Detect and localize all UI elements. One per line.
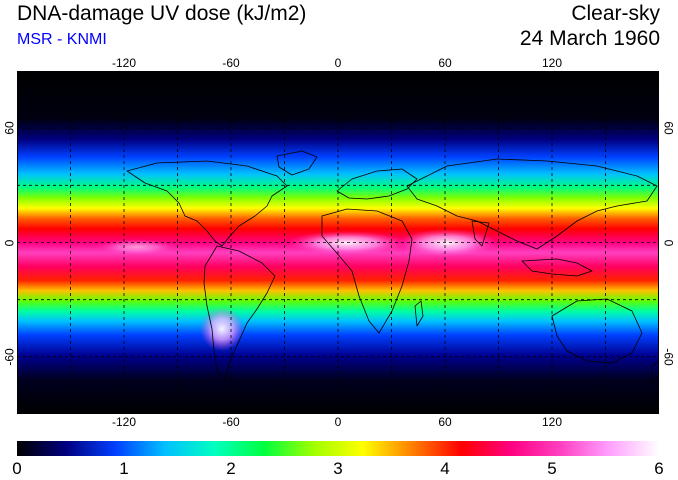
colorbar-tick-label: 5: [547, 459, 557, 478]
graticule: [17, 71, 659, 414]
longitude-tick-label: 0: [334, 56, 342, 70]
longitude-tick-label: 120: [541, 56, 563, 70]
coast-indonesia: [521, 258, 593, 277]
longitude-tick-label: 60: [438, 56, 452, 70]
longitude-tick-label: 0: [334, 415, 342, 429]
sky-condition-label: Clear-sky: [571, 2, 660, 25]
colorbar-tick-label: 6: [654, 459, 664, 478]
map-frame: [17, 71, 659, 414]
hotspot-pacific: [97, 239, 177, 255]
colorbar-tick-label: 0: [12, 459, 22, 478]
colorbar-tick-label: 2: [226, 459, 236, 478]
coast-europe: [336, 168, 418, 200]
longitude-tick-label: -60: [222, 415, 240, 429]
hotspot-atlantic: [287, 231, 407, 255]
hotspot-south-america: [200, 307, 244, 351]
coastlines: [126, 150, 659, 384]
coast-north-america: [126, 160, 288, 247]
coast-south-america: [203, 245, 276, 380]
chart-title: DNA-damage UV dose (kJ/m2): [17, 2, 307, 25]
longitude-tick-label: -120: [111, 415, 137, 429]
colorbar-tick-label: 3: [333, 459, 343, 478]
latitude-tick-label: 60: [2, 121, 17, 135]
coast-india: [471, 220, 490, 247]
longitude-tick-label: -60: [222, 56, 240, 70]
hotspot-africa: [397, 229, 497, 257]
map-canvas: [17, 71, 659, 414]
latitude-tick-label: 0: [660, 239, 675, 246]
uv-dose-map: [17, 71, 659, 414]
coast-greenland: [276, 150, 318, 176]
colorbar-tick-label: 1: [119, 459, 129, 478]
latitude-tick-label: -60: [661, 348, 676, 366]
coast-new-zealand: [651, 360, 659, 384]
date-label: 24 March 1960: [519, 27, 660, 50]
longitude-tick-label: 120: [541, 415, 563, 429]
coast-australia: [551, 298, 643, 364]
latitude-tick-label: 0: [1, 239, 16, 246]
colorbar: [17, 441, 659, 456]
latitude-tick-label: -60: [2, 348, 17, 366]
coast-africa: [321, 208, 413, 334]
coast-asia: [406, 158, 658, 250]
source-label: MSR - KNMI: [17, 31, 107, 48]
colorbar-gradient: [17, 441, 659, 456]
longitude-tick-label: -120: [111, 56, 137, 70]
coast-madagascar: [414, 300, 424, 327]
longitude-tick-label: 60: [438, 415, 452, 429]
colorbar-tick-label: 4: [440, 459, 450, 478]
latitude-tick-label: 60: [661, 121, 676, 135]
